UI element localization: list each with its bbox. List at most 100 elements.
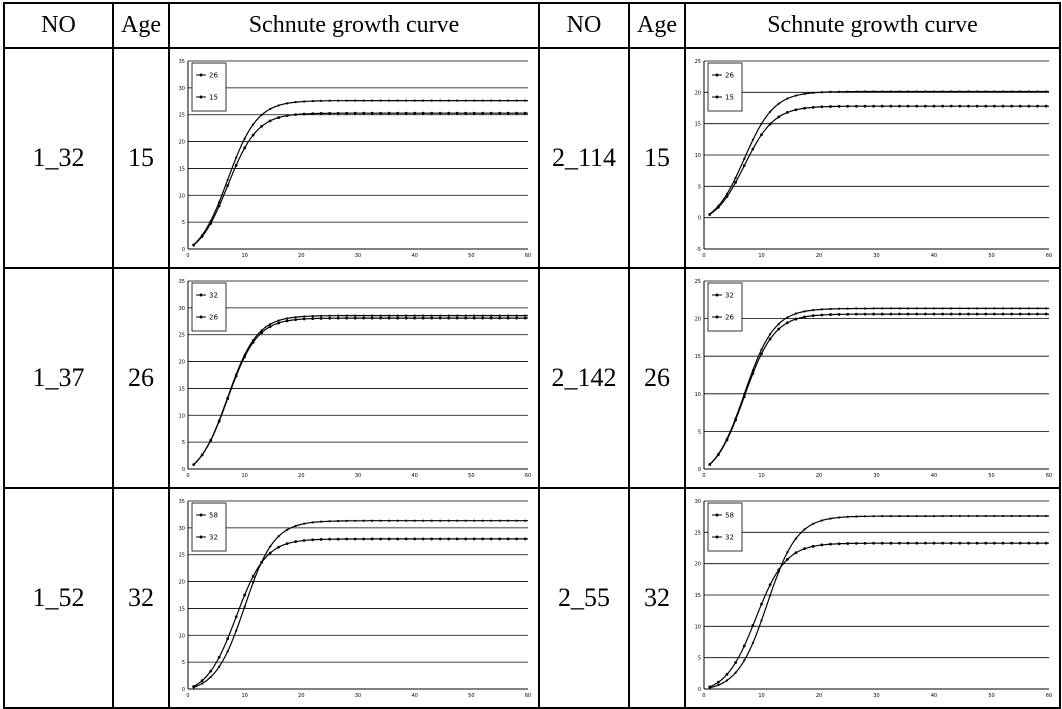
data-point — [803, 547, 807, 551]
y-tick-label: 0 — [182, 687, 185, 693]
data-point — [1001, 90, 1005, 93]
data-point — [725, 438, 729, 442]
data-point — [396, 99, 399, 102]
x-tick-label: 60 — [1046, 693, 1052, 699]
data-point — [820, 91, 823, 94]
legend-box — [707, 62, 743, 112]
y-tick-label: 10 — [695, 392, 701, 398]
data-point — [769, 333, 772, 336]
data-point — [932, 104, 936, 108]
data-point — [992, 104, 996, 108]
legend-label: 32 — [725, 292, 734, 300]
growth-chart-cell: 0 5 10 15 20 25 30 35 0 10 20 30 40 50 60 32 26 — [168, 267, 540, 489]
data-point — [820, 543, 824, 547]
y-tick-label: 10 — [179, 633, 185, 639]
x-tick-label: 20 — [298, 693, 304, 699]
data-point — [1001, 307, 1005, 310]
data-point — [217, 204, 221, 208]
y-tick-label: 20 — [695, 317, 701, 323]
data-point — [387, 111, 391, 115]
data-point — [811, 314, 815, 318]
data-point — [490, 99, 493, 102]
data-point — [760, 133, 763, 137]
data-point — [456, 519, 459, 522]
data-point — [768, 337, 772, 341]
data-point — [984, 541, 988, 545]
data-point — [932, 90, 936, 93]
data-point — [760, 619, 763, 622]
data-point — [1045, 90, 1048, 93]
data-point — [294, 316, 297, 319]
data-point — [1044, 104, 1048, 108]
data-point — [932, 514, 936, 518]
y-tick-label: 25 — [695, 530, 701, 536]
series-line — [193, 100, 528, 246]
data-point — [438, 111, 442, 115]
data-point — [854, 541, 858, 545]
legend-label: 32 — [209, 534, 218, 542]
data-point — [515, 537, 519, 541]
x-tick-label: 50 — [988, 253, 994, 259]
data-point — [932, 307, 936, 310]
data-point — [319, 538, 323, 541]
data-point — [311, 112, 315, 116]
data-point — [855, 90, 858, 93]
data-point — [354, 519, 357, 522]
data-point — [515, 316, 519, 320]
data-point — [430, 316, 434, 320]
data-point — [515, 519, 518, 522]
table-row: 1_37 26 0 5 10 15 20 25 30 35 0 10 20 30 40 50 60 32 26 … — [3, 267, 1061, 489]
data-point — [967, 514, 970, 518]
growth-chart-cell: -5 0 5 10 15 20 25 0 10 20 30 40 50 60 26 15 — [684, 47, 1061, 269]
data-point — [303, 100, 306, 103]
data-point — [523, 111, 527, 115]
data-point — [447, 316, 451, 320]
data-point — [294, 318, 298, 322]
legend-box — [191, 62, 227, 112]
data-point — [379, 519, 382, 522]
data-point — [1010, 514, 1013, 518]
growth-chart: 0 5 10 15 20 25 0 10 20 30 40 50 60 32 26 — [695, 279, 1053, 479]
data-point — [811, 544, 815, 548]
data-point — [777, 322, 780, 326]
series-line — [193, 317, 528, 466]
data-point — [907, 514, 910, 518]
data-point — [829, 105, 832, 108]
data-point — [889, 104, 893, 108]
series-line — [193, 520, 528, 688]
data-point — [777, 115, 781, 119]
data-point — [515, 99, 518, 102]
data-point — [234, 163, 238, 167]
data-point — [472, 111, 476, 115]
data-point — [1001, 514, 1005, 518]
data-point — [396, 537, 400, 541]
data-point — [794, 94, 798, 97]
x-tick-label: 40 — [411, 253, 417, 259]
y-tick-label: 30 — [179, 526, 185, 532]
row-age-left: 26 — [112, 267, 170, 489]
data-point — [742, 164, 746, 168]
data-point — [337, 519, 340, 523]
growth-chart-cell: 0 5 10 15 20 25 30 35 0 10 20 30 40 50 60 58 32 — [168, 487, 540, 709]
data-point — [829, 542, 832, 546]
row-no-right: 2_142 — [538, 267, 630, 489]
data-point — [507, 519, 510, 522]
data-point — [447, 111, 451, 115]
data-point — [311, 314, 314, 318]
header-no-left: NO — [3, 2, 114, 49]
x-tick-label: 50 — [988, 693, 994, 699]
data-point — [889, 312, 893, 316]
data-point — [200, 234, 204, 238]
data-point — [932, 312, 936, 316]
data-point — [268, 325, 272, 329]
header-age-right: Age — [628, 2, 686, 49]
data-point — [345, 99, 348, 102]
data-point — [786, 97, 789, 100]
data-point — [769, 110, 772, 113]
chart-legend: 32 26 — [191, 282, 227, 332]
data-point — [472, 537, 476, 541]
data-point — [447, 537, 451, 541]
data-point — [252, 123, 255, 126]
data-point — [1027, 90, 1030, 93]
data-point — [1027, 307, 1030, 310]
